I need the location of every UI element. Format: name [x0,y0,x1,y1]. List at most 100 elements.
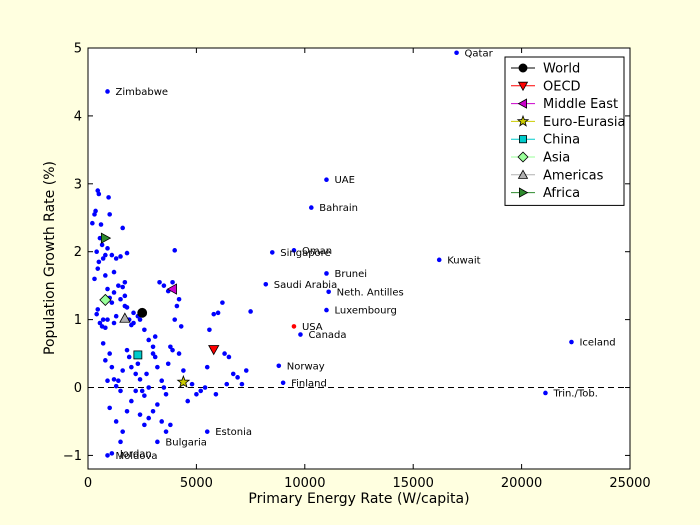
x-axis-ticks: 0 5000 10000 15000 20000 25000 [84,48,651,491]
country-point [111,377,117,382]
country-point [107,405,112,411]
country-point [124,347,130,353]
country-point [150,408,156,414]
country-point-labeled [436,257,442,263]
x-tick-label: 20000 [501,476,542,491]
country-point [235,375,240,380]
country-point [139,388,145,394]
legend-entry: Middle East [543,97,618,112]
country-point [100,256,106,261]
country-point [95,266,101,271]
country-point [109,364,115,370]
y-tick-label: −1 [63,449,82,464]
country-point [94,311,99,317]
country-point [176,296,182,302]
country-label: Neth. Antilles [337,287,404,298]
country-point [131,310,136,316]
country-point-labeled [276,363,282,369]
legend-marker [517,151,529,163]
country-point [146,337,152,343]
country-point-labeled [454,50,459,56]
country-point-labeled [204,429,210,434]
country-point [146,385,152,390]
country-label: Singapore [280,248,330,259]
country-point-labeled [309,205,314,210]
country-point [161,283,167,288]
legend-marker [518,63,528,73]
country-point [137,412,143,417]
country-point [109,300,115,305]
country-point [220,300,225,305]
country-point [92,276,97,282]
country-point [97,320,103,326]
country-point-labeled [298,332,303,337]
country-label: Iceland [579,338,615,349]
legend-entry: China [543,133,580,148]
country-point [105,317,110,322]
country-point [248,309,253,314]
country-point [111,320,117,326]
country-point-labeled [543,390,548,396]
country-point [137,317,143,322]
x-axis-label: Primary Energy Rate (W/capita) [248,491,469,507]
country-point-labeled [324,271,329,276]
country-point [133,371,138,377]
country-point [118,296,123,302]
country-point [163,429,169,434]
country-label: Moldova [116,451,158,462]
y-axis-ticks: −1 0 1 2 3 4 5 [63,42,630,464]
country-point [172,248,178,253]
country-point [161,385,167,390]
region-marker [137,307,148,318]
country-label: Kuwait [447,255,480,266]
country-point [178,324,184,329]
country-label: Oman [302,246,332,257]
legend-entry: Asia [543,151,570,166]
country-point [129,398,134,404]
country-label: Norway [287,361,325,372]
y-axis-label: Population Growth Rate (%) [42,161,58,355]
country-label: Brunei [334,269,367,280]
country-point [155,364,160,370]
country-point [113,256,119,261]
country-point [90,220,95,226]
country-point [204,364,210,370]
y-tick-label: 3 [74,177,82,192]
country-point [96,259,102,265]
country-point-labeled [263,282,269,287]
country-point [146,415,152,421]
country-point [159,378,165,384]
country-point [113,419,119,424]
country-point [152,354,158,360]
country-label: Zimbabwe [116,87,169,98]
region-marker [100,232,112,244]
country-point [163,392,169,397]
country-label: UAE [334,175,354,186]
legend-box [504,56,625,206]
y-tick-label: 5 [74,42,82,57]
country-point [105,286,110,292]
country-point [120,284,125,290]
country-point [107,351,112,356]
country-point-labeled [324,177,329,183]
region-marker [119,312,131,323]
x-tick-label: 0 [84,476,92,491]
country-point [100,317,106,322]
country-point [103,358,108,363]
country-point [116,283,121,288]
country-point [120,225,125,231]
country-point [118,439,123,445]
country-point [120,368,125,373]
country-point [120,429,125,434]
country-point [107,212,112,217]
region-marker [176,374,191,388]
region-marker [166,283,177,295]
country-point [118,254,123,259]
country-point [198,388,204,394]
region-marker [133,350,143,360]
country-point [185,398,191,404]
country-point [109,252,115,258]
country-point [96,191,102,197]
legend-marker [516,114,530,127]
legend-marker [517,81,529,92]
